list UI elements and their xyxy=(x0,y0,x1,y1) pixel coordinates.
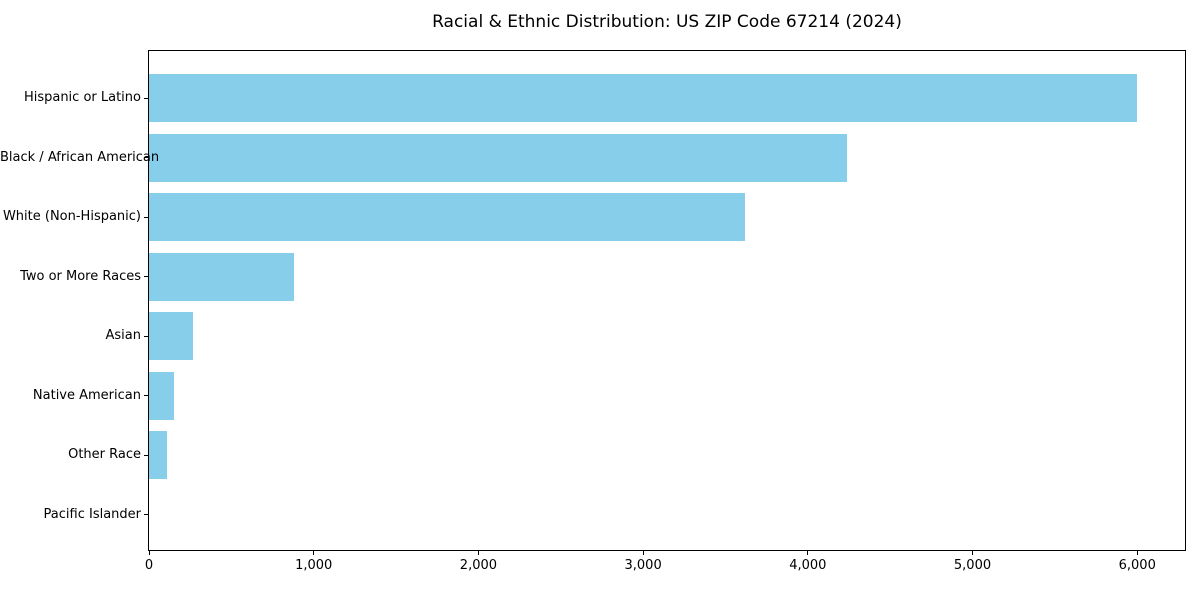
y-tick-label-pacific-islander: Pacific Islander xyxy=(43,506,141,522)
bar-hispanic-or-latino xyxy=(149,74,1138,122)
y-tick-label-hispanic-or-latino: Hispanic or Latino xyxy=(23,90,141,105)
x-tick-mark xyxy=(313,551,315,555)
y-tick-mark xyxy=(144,276,148,277)
x-tick-label-4000: 4,000 xyxy=(789,558,827,573)
y-tick-mark xyxy=(144,97,148,99)
y-tick-mark xyxy=(144,514,148,515)
chart-title: Racial & Ethnic Distribution: US ZIP Cod… xyxy=(432,12,902,32)
y-tick-mark xyxy=(144,395,148,396)
x-tick-label-6000: 6,000 xyxy=(1118,558,1156,573)
x-tick-mark xyxy=(807,551,809,555)
x-tick-mark xyxy=(148,551,150,555)
y-tick-label-black-african-american: Black / African American xyxy=(0,149,160,165)
y-tick-label-asian: Asian xyxy=(105,328,141,343)
x-tick-mark xyxy=(477,551,479,555)
bar-black-african-american xyxy=(149,133,848,182)
x-tick-label-3000: 3,000 xyxy=(624,558,662,573)
x-tick-label-1000: 1,000 xyxy=(295,558,333,573)
y-tick-label-white-non-hispanic: White (Non-Hispanic) xyxy=(2,209,141,224)
y-tick-label-other-race: Other Race xyxy=(68,447,141,462)
y-tick-mark xyxy=(144,335,148,337)
y-tick-label-native-american: Native American xyxy=(32,387,141,403)
bar-other-race xyxy=(149,431,168,479)
bar-two-or-more-races xyxy=(149,252,294,301)
y-tick-mark xyxy=(144,216,148,218)
x-tick-label-5000: 5,000 xyxy=(953,558,992,573)
x-tick-label-0: 0 xyxy=(144,558,154,573)
bar-native-american xyxy=(149,371,174,420)
x-tick-label-2000: 2,000 xyxy=(459,558,498,573)
plot-area xyxy=(148,50,1186,551)
y-tick-label-two-or-more-races: Two or More Races xyxy=(20,268,141,284)
y-tick-mark xyxy=(144,157,148,158)
x-tick-mark xyxy=(972,551,974,555)
x-tick-mark xyxy=(642,551,644,555)
x-tick-mark xyxy=(1136,551,1138,555)
bar-asian xyxy=(149,312,194,360)
bar-white-non-hispanic xyxy=(149,193,746,241)
y-tick-mark xyxy=(144,454,148,456)
